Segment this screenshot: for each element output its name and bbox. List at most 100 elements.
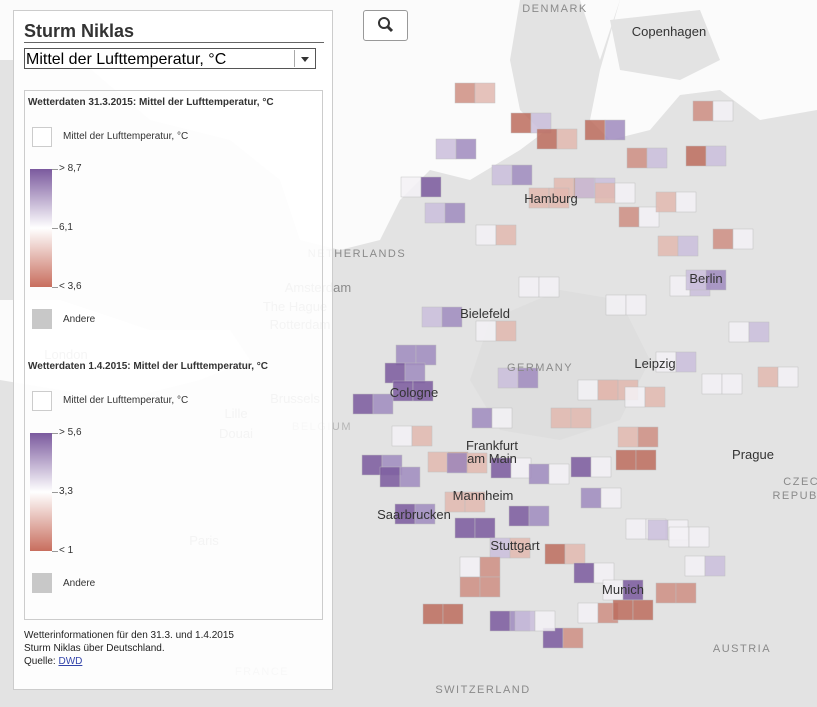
field-swatch <box>32 127 52 147</box>
station-square <box>454 82 476 104</box>
station-square <box>647 519 669 541</box>
station-square <box>705 269 727 291</box>
station-square <box>454 517 476 539</box>
station-square <box>399 466 421 488</box>
title-rule <box>24 42 324 43</box>
station-square <box>573 562 595 584</box>
station-square <box>728 321 750 343</box>
field-dropdown[interactable]: Mittel der Lufttemperatur, °C <box>24 48 316 69</box>
station-square <box>777 366 799 388</box>
city-label: Mannheim <box>453 488 514 503</box>
source-link[interactable]: DWD <box>58 656 83 667</box>
zealand-land <box>610 10 720 80</box>
legend-heading: Wetterdaten 31.3.2015: Mittel der Luftte… <box>28 97 274 108</box>
station-square <box>404 362 426 384</box>
station-square <box>384 362 406 384</box>
other-swatch <box>32 573 52 593</box>
field-swatch <box>32 391 52 411</box>
station-square <box>414 503 436 525</box>
station-square <box>391 425 413 447</box>
station-square <box>574 177 596 199</box>
station-square <box>495 224 517 246</box>
station-square <box>511 164 533 186</box>
ramp-tick <box>52 228 58 229</box>
country-label: REPUBLIC <box>772 490 817 502</box>
ramp-label: 3,3 <box>59 486 73 497</box>
station-square <box>379 466 401 488</box>
station-square <box>701 373 723 395</box>
ramp-tick <box>52 169 58 170</box>
station-square <box>618 206 640 228</box>
ramp-label: > 5,6 <box>59 427 82 438</box>
station-square <box>442 603 464 625</box>
station-square <box>474 517 496 539</box>
city-label: Berlin <box>689 271 722 286</box>
ramp-label: < 1 <box>59 545 74 556</box>
station-square <box>655 582 677 604</box>
station-square <box>517 367 539 389</box>
station-square <box>604 119 626 141</box>
station-square <box>638 206 660 228</box>
city-label: Stuttgart <box>490 538 540 553</box>
station-square <box>508 505 530 527</box>
station-square <box>675 191 697 213</box>
station-square <box>712 100 734 122</box>
footer: Wetterinformationen für den 31.3. und 1.… <box>24 629 234 668</box>
station-square <box>471 407 493 429</box>
side-panel: Sturm Niklas Mittel der Lufttemperatur, … <box>13 10 333 690</box>
legend: Wetterdaten 1.4.2015: Mittel der Lufttem… <box>25 355 322 615</box>
legend: Wetterdaten 31.3.2015: Mittel der Luftte… <box>25 91 322 351</box>
country-label: AUSTRIA <box>713 643 771 655</box>
station-square <box>455 138 477 160</box>
station-square <box>757 366 779 388</box>
station-square <box>570 456 592 478</box>
search-button[interactable] <box>363 10 408 41</box>
other-swatch <box>32 309 52 329</box>
station-square <box>510 112 532 134</box>
country-label: SWITZERLAND <box>435 684 530 696</box>
station-square <box>446 452 468 474</box>
station-square <box>400 176 422 198</box>
station-square <box>625 294 647 316</box>
station-square <box>548 463 570 485</box>
station-square <box>624 386 646 408</box>
city-label: Frankfurt <box>466 438 518 453</box>
search-icon <box>378 17 394 33</box>
station-square <box>612 599 634 621</box>
station-square <box>632 599 654 621</box>
station-square <box>528 463 550 485</box>
ramp-tick <box>52 492 58 493</box>
station-square <box>684 555 706 577</box>
legend-box: Wetterdaten 31.3.2015: Mittel der Luftte… <box>24 90 323 620</box>
station-square <box>444 202 466 224</box>
station-square <box>625 518 647 540</box>
ramp-label: 6,1 <box>59 222 73 233</box>
station-square <box>646 147 668 169</box>
city-label: Hamburg <box>524 191 577 206</box>
station-square <box>474 82 496 104</box>
city-label: Copenhagen <box>632 24 706 39</box>
station-square <box>614 182 636 204</box>
station-square <box>352 393 374 415</box>
station-square <box>459 556 481 578</box>
station-square <box>534 610 556 632</box>
station-square <box>570 407 592 429</box>
station-square <box>626 147 648 169</box>
station-square <box>635 449 657 471</box>
station-square <box>411 425 433 447</box>
station-square <box>548 187 570 209</box>
station-square <box>644 386 666 408</box>
color-ramp <box>30 433 52 551</box>
station-square <box>668 526 690 548</box>
station-square <box>475 320 497 342</box>
station-square <box>594 182 616 204</box>
dropdown-arrow[interactable] <box>294 50 314 67</box>
color-ramp <box>30 169 52 287</box>
station-square <box>637 426 659 448</box>
footer-line: Wetterinformationen für den 31.3. und 1.… <box>24 630 234 641</box>
station-square <box>704 555 726 577</box>
station-square <box>464 491 486 513</box>
panel-title: Sturm Niklas <box>24 21 135 41</box>
station-square <box>514 610 536 632</box>
